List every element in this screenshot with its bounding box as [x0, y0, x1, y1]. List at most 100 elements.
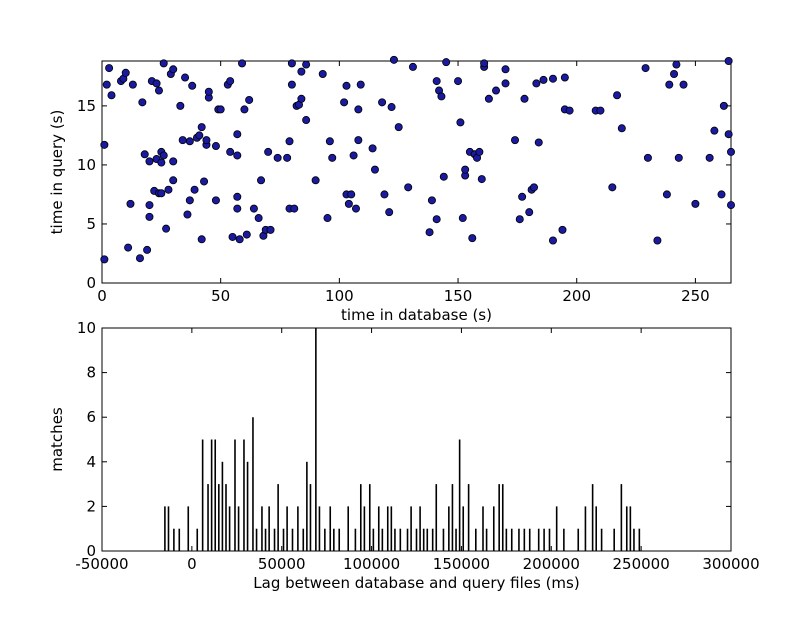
scatter-point: [534, 138, 543, 147]
scatter-point: [197, 123, 206, 132]
scatter-point: [427, 196, 436, 205]
histogram-plot-frame: [101, 327, 732, 552]
scatter-point: [717, 190, 726, 199]
scatter-point: [183, 210, 192, 219]
scatter-point: [323, 214, 332, 223]
histogram-y-ticks: 0 2 4 6 8 10: [77, 319, 731, 560]
scatter-point: [691, 199, 700, 208]
scatter-point: [520, 94, 529, 103]
histogram-x-tick-label: 250000: [613, 555, 670, 573]
scatter-point: [710, 126, 719, 135]
scatter-point: [157, 158, 166, 167]
scatter-point: [311, 176, 320, 185]
scatter-point: [169, 176, 178, 185]
scatter-point: [318, 69, 327, 78]
scatter-point: [242, 230, 251, 239]
histogram-x-tick-label: 200000: [523, 555, 580, 573]
scatter-point: [515, 215, 524, 224]
scatter-point: [181, 73, 190, 82]
scatter-point: [197, 235, 206, 244]
histogram-x-tick-label: 150000: [433, 555, 490, 573]
scatter-point: [662, 190, 671, 199]
scatter-point: [240, 105, 249, 114]
scatter-point: [389, 55, 398, 64]
histogram-y-tick-label: 4: [86, 453, 96, 471]
scatter-point: [458, 214, 467, 223]
scatter-point: [204, 87, 213, 96]
scatter-point: [724, 57, 733, 66]
scatter-point: [356, 80, 365, 89]
scatter-point: [387, 103, 396, 112]
scatter-x-tick-label: 0: [97, 287, 107, 305]
scatter-point: [159, 59, 168, 68]
scatter-point: [162, 224, 171, 233]
scatter-point: [200, 177, 209, 186]
scatter-point: [432, 77, 441, 86]
scatter-point: [724, 130, 733, 139]
histogram-y-axis-label: matches: [48, 407, 66, 472]
scatter-point: [475, 147, 484, 156]
scatter-point: [328, 153, 337, 162]
scatter-point: [169, 65, 178, 74]
scatter-point: [665, 80, 674, 89]
scatter-point: [456, 118, 465, 127]
scatter-point: [297, 94, 306, 103]
scatter-point: [347, 190, 356, 199]
histogram-x-tick-label: 300000: [702, 555, 759, 573]
scatter-point: [641, 64, 650, 73]
scatter-point: [454, 77, 463, 86]
scatter-point: [128, 80, 137, 89]
scatter-point: [560, 73, 569, 82]
scatter-point: [385, 208, 394, 217]
scatter-point: [233, 151, 242, 160]
scatter-point: [613, 91, 622, 100]
scatter-axes: 0 50 100 150 200 250 0 5 10 15 time in database …: [48, 55, 736, 324]
histogram-x-ticks: -50000 0 50000 100000 150000 200000 250000 3000…: [75, 328, 760, 573]
scatter-point: [169, 157, 178, 166]
histogram-y-tick-label: 8: [86, 364, 96, 382]
scatter-y-tick-label: 10: [77, 156, 96, 174]
scatter-point: [266, 225, 275, 234]
scatter-point: [501, 79, 510, 88]
scatter-point: [461, 165, 470, 174]
scatter-point: [102, 80, 111, 89]
scatter-point: [529, 183, 538, 192]
scatter-point: [548, 236, 557, 245]
scatter-point: [185, 196, 194, 205]
histogram-y-tick-label: 10: [77, 319, 96, 337]
scatter-point: [539, 75, 548, 84]
scatter-point: [643, 153, 652, 162]
scatter-point: [342, 81, 351, 90]
scatter-point: [107, 91, 116, 100]
histogram-x-tick-label: 50000: [258, 555, 306, 573]
scatter-point: [105, 64, 114, 73]
scatter-point: [287, 59, 296, 68]
scatter-points: [100, 55, 736, 264]
scatter-y-ticks: 0 5 10 15: [77, 97, 731, 292]
scatter-x-axis-label: time in database (s): [341, 306, 492, 324]
histogram-bars: [164, 328, 641, 551]
scatter-point: [302, 60, 311, 69]
scatter-point: [273, 153, 282, 162]
histogram-y-tick-label: 6: [86, 408, 96, 426]
scatter-point: [249, 204, 258, 213]
scatter-point: [653, 236, 662, 245]
scatter-point: [727, 201, 736, 210]
scatter-point: [283, 153, 292, 162]
histogram-x-tick-label: -50000: [75, 555, 128, 573]
scatter-point: [290, 204, 299, 213]
scatter-point: [238, 59, 247, 68]
scatter-point: [596, 106, 605, 115]
scatter-point: [354, 105, 363, 114]
scatter-point: [404, 183, 413, 192]
scatter-point: [287, 80, 296, 89]
scatter-point: [257, 176, 266, 185]
scatter-point: [477, 175, 486, 184]
scatter-x-tick-label: 250: [681, 287, 710, 305]
scatter-point: [484, 94, 493, 103]
scatter-point: [705, 153, 714, 162]
scatter-point: [432, 215, 441, 224]
scatter-x-tick-label: 200: [562, 287, 591, 305]
scatter-point: [349, 151, 358, 160]
